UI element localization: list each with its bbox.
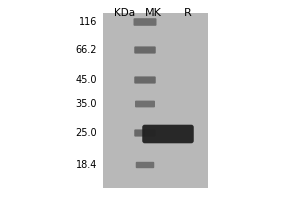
FancyBboxPatch shape (145, 128, 191, 140)
Text: 116: 116 (79, 17, 97, 27)
Text: KDa: KDa (114, 8, 136, 18)
Bar (103, 13, 208, 188)
Text: MK: MK (145, 8, 161, 18)
Text: 35.0: 35.0 (76, 99, 97, 109)
FancyBboxPatch shape (135, 101, 155, 107)
Text: 66.2: 66.2 (76, 45, 97, 55)
FancyBboxPatch shape (142, 125, 194, 143)
FancyBboxPatch shape (134, 76, 156, 84)
Text: 18.4: 18.4 (76, 160, 97, 170)
FancyBboxPatch shape (134, 46, 156, 54)
Text: R: R (184, 8, 192, 18)
FancyBboxPatch shape (134, 129, 156, 137)
FancyBboxPatch shape (134, 18, 157, 26)
Text: 25.0: 25.0 (75, 128, 97, 138)
FancyBboxPatch shape (136, 162, 154, 168)
Text: 45.0: 45.0 (76, 75, 97, 85)
